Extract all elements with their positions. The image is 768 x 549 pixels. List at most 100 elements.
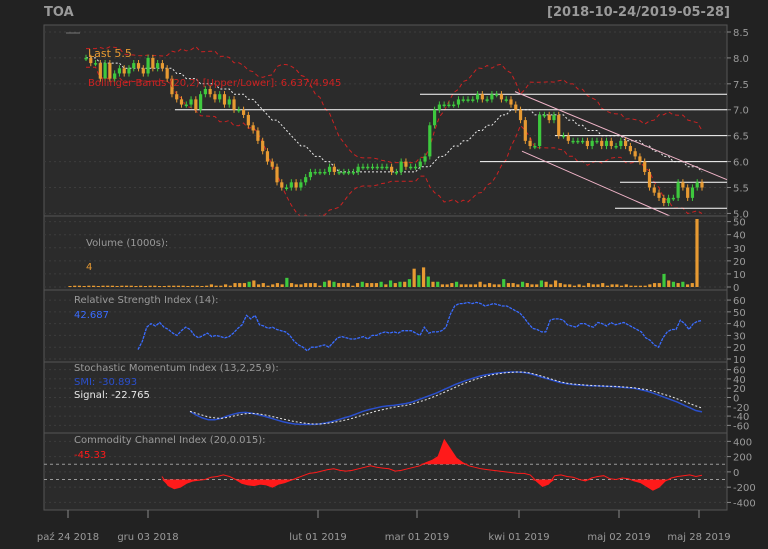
volume-axis-tick-label: 10 [733, 270, 746, 281]
candle-body [566, 135, 570, 141]
rsi-axis-tick-label: 50 [733, 308, 746, 319]
candle-body [356, 166, 360, 172]
volume-bar [228, 285, 232, 287]
last-price-label: Last 5.5 [88, 47, 132, 60]
volume-bar [214, 285, 218, 287]
volume-bar [153, 285, 157, 287]
candle-body [294, 182, 298, 188]
candle-body [151, 57, 155, 69]
cci-value-label: -45.33 [74, 450, 106, 461]
volume-bar [186, 286, 190, 287]
volume-bar [671, 281, 676, 287]
volume-bar [365, 283, 369, 287]
volume-bar [440, 284, 445, 287]
cci-axis-tick-label: 0 [733, 468, 739, 479]
candle-body [485, 99, 489, 101]
volume-axis-tick-label: 0 [733, 283, 739, 294]
volume-bar [294, 284, 298, 287]
candle-body [628, 146, 632, 152]
candle-body [409, 166, 413, 169]
candle-body [676, 182, 680, 198]
candle-body [533, 146, 537, 148]
volume-bar [332, 281, 336, 287]
volume-bar [586, 283, 591, 287]
volume-axis-tick-label: 30 [733, 244, 746, 255]
rsi-axis-tick-label: 20 [733, 343, 746, 354]
volume-bar [582, 285, 586, 287]
candle-body [442, 104, 446, 107]
volume-title: Volume (1000s): [86, 238, 168, 249]
x-axis-tick-label: gru 03 2018 [117, 532, 178, 543]
volume-bar [68, 286, 72, 287]
volume-bar [157, 286, 162, 287]
volume-bar [233, 283, 237, 287]
candle-body [390, 166, 394, 172]
candle-body [332, 166, 336, 172]
candle-body [323, 171, 327, 174]
candle-body [308, 171, 313, 178]
rsi-title: Relative Strength Index (14): [74, 295, 219, 306]
candle-body [547, 114, 551, 121]
candle-body [218, 94, 222, 100]
volume-bar [662, 273, 666, 287]
candle-body [265, 151, 270, 162]
cci-axis-tick-label: -200 [733, 483, 756, 494]
candle-body [686, 187, 690, 198]
volume-bar [124, 285, 129, 287]
volume-bar [384, 284, 388, 287]
volume-bar [643, 285, 647, 287]
candle-body [666, 197, 671, 204]
smi-axis-tick-label: 0 [733, 394, 739, 405]
candle-body [437, 104, 441, 110]
volume-bar [624, 284, 628, 287]
candle-body [370, 166, 375, 169]
rsi-axis-tick-label: 60 [733, 296, 746, 307]
volume-bar [483, 284, 487, 287]
x-axis-tick-label: maj 02 2019 [587, 532, 650, 543]
volume-bar [388, 280, 393, 287]
candle-body [428, 125, 432, 157]
candle-body [256, 130, 260, 141]
volume-bar [412, 268, 416, 287]
candle-body [447, 104, 451, 107]
price-axis-tick-label: 6.0 [733, 158, 749, 169]
volume-bar [176, 285, 181, 287]
volume-bar [106, 285, 110, 287]
volume-bar [695, 219, 699, 287]
candle-body [504, 99, 508, 101]
candle-body [347, 171, 351, 174]
candle-body [475, 94, 480, 100]
candle-body [585, 140, 589, 147]
cci-title: Commodity Channel Index (20,0.015): [74, 435, 266, 446]
volume-bar [101, 285, 105, 287]
volume-bar [516, 284, 520, 287]
moving-average-line [86, 57, 703, 173]
volume-last-value: 4 [86, 262, 92, 273]
volume-bar [454, 281, 459, 287]
candle-body [542, 114, 547, 117]
volume-bar [601, 283, 605, 287]
price-axis-tick-label: 5.5 [733, 183, 749, 194]
volume-bar [539, 280, 544, 287]
smi-axis-tick-label: -40 [733, 412, 749, 423]
volume-bar [492, 284, 496, 287]
x-axis-tick-label: kwi 01 2019 [488, 532, 549, 543]
volume-axis-tick-label: 20 [733, 257, 746, 268]
candle-body [199, 94, 203, 110]
bbands-legend-label: Bollinger Bands (20,2) [Upper/Lower]: 6.… [88, 78, 341, 89]
candle-body [98, 63, 102, 79]
candle-body [523, 120, 527, 141]
volume-bar [530, 284, 534, 287]
candle-body [189, 99, 193, 105]
candle-body [619, 140, 623, 147]
candle-body [700, 182, 704, 188]
smi-axis-tick-label: -20 [733, 403, 749, 414]
volume-bar [77, 285, 82, 287]
volume-bar [96, 286, 100, 287]
volume-bar [266, 285, 270, 287]
rsi-line [137, 301, 703, 352]
volume-bar [308, 283, 313, 287]
candle-body [366, 166, 370, 169]
volume-bar [431, 281, 435, 287]
